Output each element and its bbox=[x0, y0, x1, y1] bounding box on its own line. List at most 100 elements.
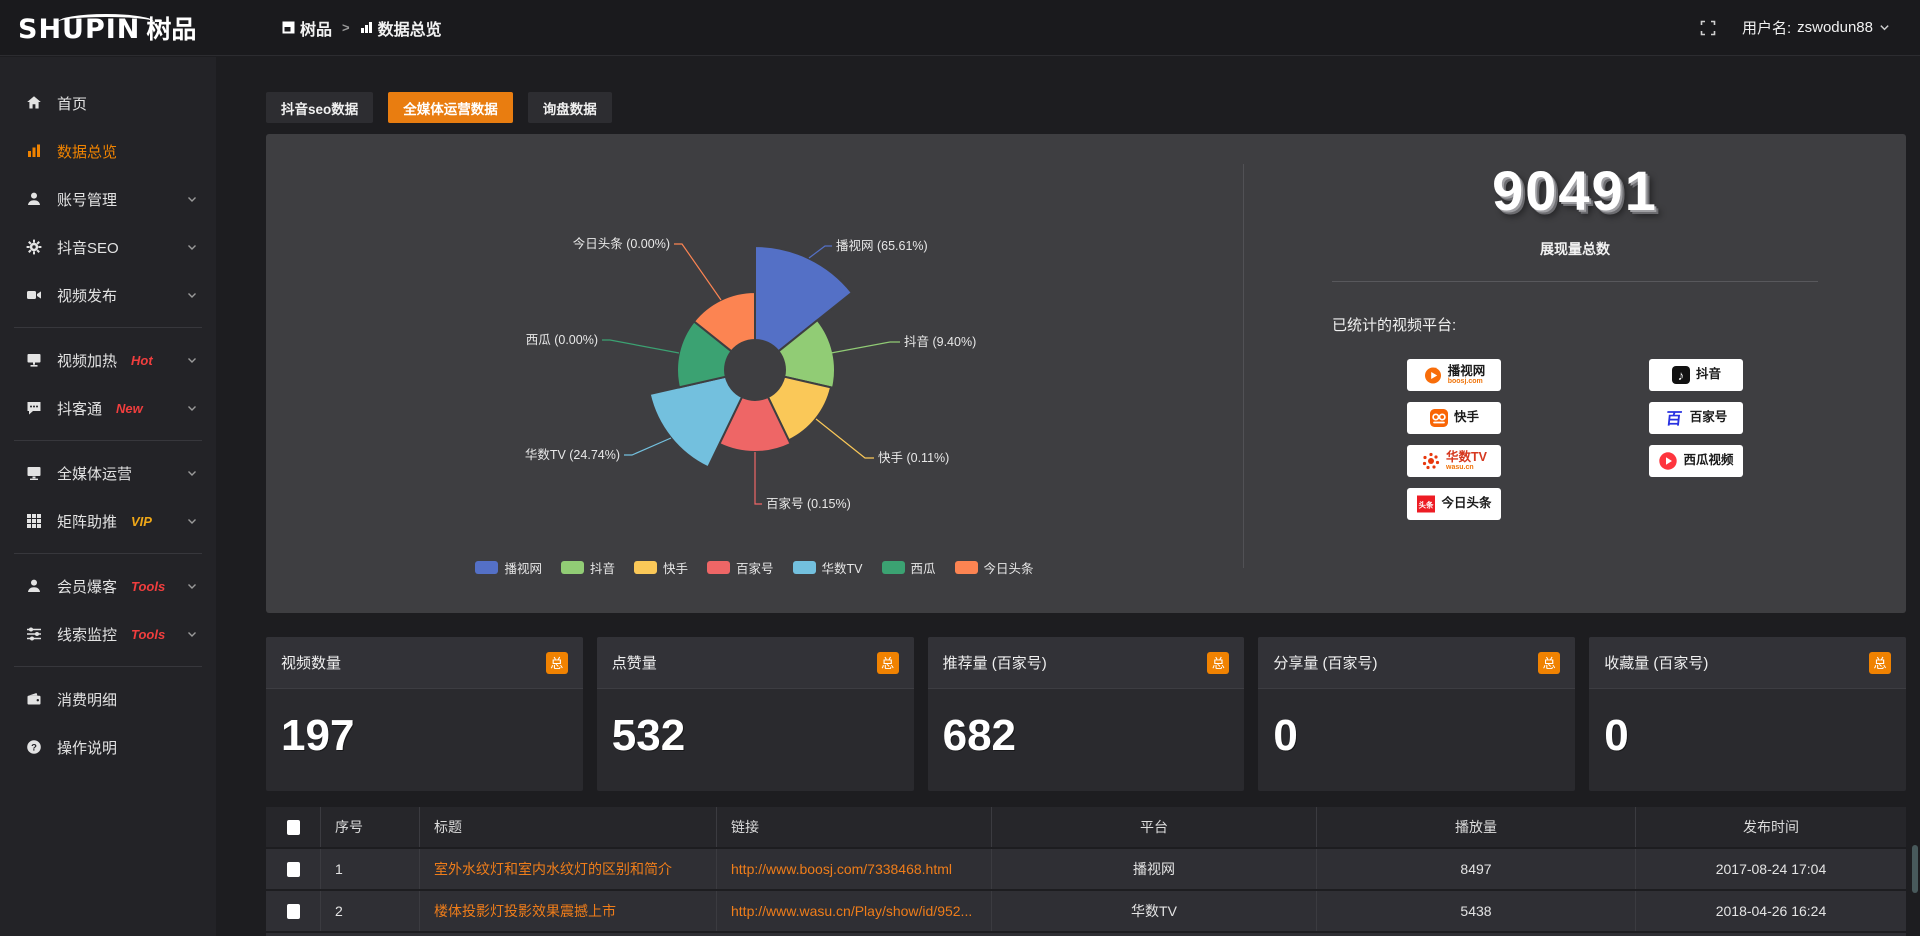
legend-label: 西瓜 bbox=[910, 562, 936, 576]
video-url-link[interactable]: http://www.wasu.cn/Play/show/id/952... bbox=[731, 903, 973, 919]
platform-badge-wasu: 华数TV wasu.cn bbox=[1407, 445, 1501, 477]
grid-icon bbox=[26, 513, 43, 530]
sidebar-item-account-mgmt[interactable]: 账号管理 bbox=[0, 175, 216, 223]
stat-card-header: 分享量 (百家号) 总 bbox=[1258, 637, 1576, 689]
tab-1[interactable]: 全媒体运营数据 bbox=[388, 92, 513, 123]
chevron-down-icon bbox=[186, 580, 198, 592]
stat-card-value: 0 bbox=[1273, 711, 1298, 760]
sidebar-item-label: 抖音SEO bbox=[57, 239, 119, 257]
sidebar-item-label: 全媒体运营 bbox=[57, 465, 133, 483]
scrollbar-thumb[interactable] bbox=[1912, 845, 1918, 893]
sidebar-item-label: 消费明细 bbox=[57, 691, 118, 709]
sidebar-item-video-publish[interactable]: 视频发布 bbox=[0, 271, 216, 319]
stat-card-0: 视频数量 总 197 bbox=[266, 637, 583, 791]
stat-card-2: 推荐量 (百家号) 总 682 bbox=[927, 637, 1245, 791]
stat-card-value: 0 bbox=[1604, 711, 1629, 760]
chart-icon bbox=[26, 143, 43, 160]
breadcrumb: 树品 > 数据总览 bbox=[282, 16, 442, 40]
sidebar-item-badge: Hot bbox=[131, 352, 153, 368]
platform-name: 西瓜视频 bbox=[1683, 453, 1734, 468]
breadcrumb-item-current[interactable]: 数据总览 bbox=[360, 16, 442, 40]
sidebar-item-badge: New bbox=[116, 400, 143, 416]
sidebar-divider bbox=[14, 440, 202, 441]
sidebar-item-media-ops[interactable]: 全媒体运营 bbox=[0, 449, 216, 497]
chevron-down-icon bbox=[186, 402, 198, 414]
fullscreen-icon[interactable] bbox=[1700, 20, 1716, 36]
legend-item-2[interactable]: 快手 bbox=[633, 558, 688, 577]
platform-name: 今日头条 bbox=[1441, 496, 1492, 511]
stat-card-header: 推荐量 (百家号) 总 bbox=[927, 637, 1245, 689]
table-row-0: 1 室外水纹灯和室内水纹灯的区别和简介 http://www.boosj.com/7… bbox=[266, 849, 1906, 889]
pie-slice-0[interactable] bbox=[754, 244, 854, 353]
platforms-label: 已统计的视频平台: bbox=[1332, 317, 1457, 334]
rose-chart-svg: 播视网 (65.61%) 抖音 (9.40%) 快手 (0.11%) 百家号 (0.1… bbox=[525, 236, 976, 511]
sidebar: 首页数据总览 账号管理抖音SEO 视频发布视频加热 Hot 抖客通 New 全媒体运营矩阵助… bbox=[0, 57, 216, 936]
select-all-checkbox[interactable] bbox=[286, 819, 300, 835]
videos-table: 序号 标题 链接 平台 播放量 发布时间 1 室外水纹灯和室内水纹灯的区别和简介 http://… bbox=[266, 807, 1906, 936]
pie-slice-4[interactable] bbox=[648, 375, 744, 469]
video-title-link[interactable]: 楼体投影灯投影效果震撼上市 bbox=[434, 903, 616, 919]
legend-item-0[interactable]: 播视网 bbox=[475, 558, 542, 577]
legend-item-4[interactable]: 华数TV bbox=[792, 558, 863, 577]
sidebar-item-video-heat[interactable]: 视频加热 Hot bbox=[0, 336, 216, 384]
platform-badge-boosj: 播视网 boosj.com bbox=[1407, 359, 1501, 391]
legend-item-6[interactable]: 今日头条 bbox=[954, 558, 1034, 577]
sidebar-item-douketong[interactable]: 抖客通 New bbox=[0, 384, 216, 432]
platform-subtext: wasu.cn bbox=[1446, 463, 1474, 471]
col-header-link: 链接 bbox=[717, 807, 992, 847]
video-title-link[interactable]: 室外水纹灯和室内水纹灯的区别和简介 bbox=[434, 861, 672, 877]
tab-0[interactable]: 抖音seo数据 bbox=[266, 92, 374, 123]
stat-card-label: 推荐量 (百家号) bbox=[942, 655, 1047, 672]
pie-label-6: 今日头条 (0.00%) bbox=[573, 236, 670, 251]
legend-swatch bbox=[633, 561, 657, 574]
col-header-time: 发布时间 bbox=[1743, 819, 1799, 835]
sidebar-item-leads-monitor[interactable]: 线索监控 Tools bbox=[0, 610, 216, 658]
sidebar-item-home[interactable]: 首页 bbox=[0, 79, 216, 127]
sidebar-item-member-baoke[interactable]: 会员爆客 Tools bbox=[0, 562, 216, 610]
legend-item-5[interactable]: 西瓜 bbox=[881, 558, 936, 577]
sidebar-item-data-overview[interactable]: 数据总览 bbox=[0, 127, 216, 175]
col-header-index: 序号 bbox=[321, 807, 420, 847]
stat-card-header: 点赞量 总 bbox=[596, 637, 914, 689]
sidebar-item-spend-detail[interactable]: 消费明细 bbox=[0, 675, 216, 723]
chat-icon bbox=[26, 400, 43, 417]
legend-item-1[interactable]: 抖音 bbox=[560, 558, 615, 577]
legend-label: 播视网 bbox=[504, 562, 542, 576]
sidebar-item-help[interactable]: ? 操作说明 bbox=[0, 723, 216, 771]
app-logo[interactable]: SHUPIN 树品 bbox=[0, 10, 216, 46]
user-menu[interactable]: 用户名: zswodun88 bbox=[1742, 17, 1890, 38]
breadcrumb-item-root[interactable]: 树品 bbox=[282, 16, 332, 40]
pie-slice-6[interactable] bbox=[692, 290, 756, 353]
toutiao-logo-icon: 头条 bbox=[1416, 494, 1436, 514]
sidebar-menu: 首页数据总览 账号管理抖音SEO 视频发布视频加热 Hot 抖客通 New 全媒体运营矩阵助… bbox=[0, 79, 216, 771]
svg-text:头条: 头条 bbox=[1419, 500, 1435, 510]
chevron-down-icon bbox=[186, 467, 198, 479]
sidebar-item-douyin-seo[interactable]: 抖音SEO bbox=[0, 223, 216, 271]
total-badge: 总 bbox=[1538, 651, 1561, 674]
pie-slice-1[interactable] bbox=[777, 318, 836, 389]
summary-divider bbox=[1332, 281, 1818, 282]
help-icon: ? bbox=[26, 739, 43, 756]
sidebar-divider bbox=[14, 666, 202, 667]
row-checkbox[interactable] bbox=[286, 861, 300, 877]
legend-item-3[interactable]: 百家号 bbox=[707, 558, 774, 577]
chevron-down-icon bbox=[186, 515, 198, 527]
monitor-icon bbox=[26, 465, 43, 482]
platform-name: 播视网 bbox=[1447, 363, 1486, 378]
col-header-plays: 播放量 bbox=[1317, 807, 1636, 847]
sidebar-item-label: 视频加热 bbox=[57, 352, 118, 370]
sidebar-item-matrix-boost[interactable]: 矩阵助推 VIP bbox=[0, 497, 216, 545]
tab-2[interactable]: 询盘数据 bbox=[527, 92, 612, 123]
row-checkbox[interactable] bbox=[286, 903, 300, 919]
video-url-link[interactable]: http://www.boosj.com/7338468.html bbox=[731, 861, 953, 877]
pie-label-4: 华数TV (24.74%) bbox=[525, 447, 620, 462]
home-icon bbox=[26, 95, 43, 112]
legend-label: 抖音 bbox=[589, 562, 615, 576]
sidebar-item-label: 首页 bbox=[57, 95, 88, 113]
platform-badge-baijia: 百百家号 bbox=[1649, 402, 1743, 434]
douyin-logo-icon: ♪ bbox=[1671, 365, 1691, 385]
sidebar-item-label: 线索监控 bbox=[57, 626, 118, 644]
panel-divider bbox=[1243, 164, 1244, 568]
col-header-platform: 平台 bbox=[992, 807, 1317, 847]
cell-platform: 播视网 bbox=[992, 849, 1317, 889]
